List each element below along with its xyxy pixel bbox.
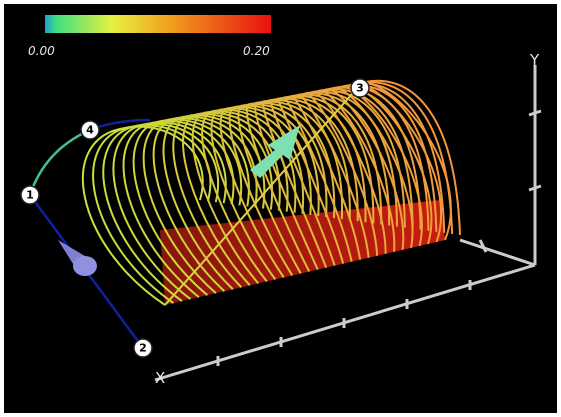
streamline — [310, 89, 406, 254]
colorbar-min: 0.00 — [28, 44, 55, 58]
axes — [154, 65, 542, 382]
streamline — [331, 85, 430, 249]
streamline — [182, 111, 281, 286]
point-marker — [20, 185, 40, 205]
y-axis-label: Y — [529, 51, 540, 69]
point-marker — [350, 78, 370, 98]
streamline — [210, 107, 305, 280]
streamline — [92, 124, 212, 304]
direction-cone-base — [73, 256, 97, 276]
streamline — [237, 103, 328, 274]
surface — [81, 79, 461, 306]
streamline — [290, 93, 383, 260]
streamline — [228, 104, 320, 276]
streamline — [132, 118, 243, 296]
surface-edge — [164, 84, 361, 306]
streamline — [219, 106, 312, 278]
axis-tick — [528, 184, 542, 192]
streamline — [152, 116, 258, 292]
point-marker — [133, 338, 153, 358]
point-label: 1 — [26, 189, 34, 202]
streamline — [142, 117, 250, 294]
axis-tick — [478, 239, 488, 253]
streamline — [245, 102, 336, 272]
x-axis-label: X — [155, 369, 165, 387]
streamline — [350, 82, 446, 245]
colorbar-max: 0.20 — [243, 44, 270, 58]
points: 1 2 3 4 — [20, 78, 370, 358]
streamline — [342, 84, 438, 247]
streamline — [112, 121, 227, 300]
direction-arrow — [250, 125, 300, 178]
z-axis — [459, 238, 536, 267]
streamline — [269, 97, 359, 266]
streamline — [304, 90, 398, 256]
axis-tick — [528, 109, 542, 117]
colorbar — [45, 15, 271, 33]
streamline — [162, 114, 266, 290]
point-marker — [80, 120, 100, 140]
streamline — [102, 123, 219, 302]
streamline — [262, 99, 351, 268]
streamline — [324, 86, 422, 250]
point-label: 2 — [139, 342, 147, 355]
streamline — [283, 95, 375, 262]
streamline — [172, 113, 274, 288]
point-label: 4 — [86, 124, 94, 137]
point-label: 3 — [356, 82, 364, 95]
